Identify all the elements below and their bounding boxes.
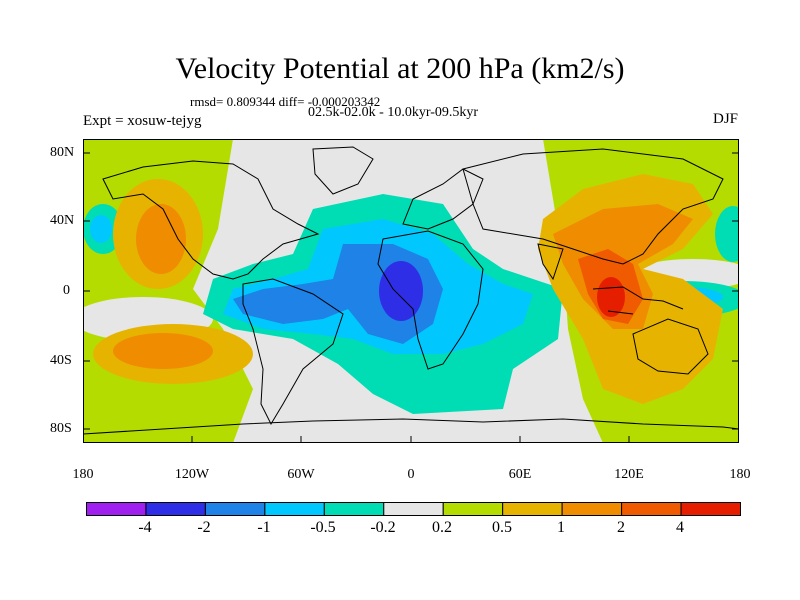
colorbar-label: 0.2 — [432, 519, 452, 536]
lon-label-60w: 60W — [287, 467, 315, 482]
colorbar-label: -2 — [197, 519, 211, 536]
field-neg-2 — [379, 261, 423, 321]
colorbar-box — [383, 502, 444, 516]
colorbar-label: 1 — [557, 519, 565, 536]
lat-label-80s: 80S — [50, 421, 72, 436]
rmsd-diff-stats: rmsd= 0.809344 diff= -0.000203342 — [190, 94, 381, 109]
australia-outline — [632, 318, 709, 375]
velocity-potential-map — [83, 139, 739, 443]
asia-outline — [462, 148, 724, 265]
colorbar-box — [145, 502, 206, 516]
colorbar-box — [323, 502, 385, 516]
colorbar-label: -4 — [138, 519, 152, 536]
lon-label-120w: 120W — [174, 467, 210, 482]
colorbar-box — [680, 502, 741, 516]
colorbar-box — [204, 502, 266, 516]
colorbar-box — [561, 502, 623, 516]
colorbar-label: 2 — [617, 519, 625, 536]
colorbar-label: -0.5 — [310, 519, 336, 536]
lon-label-0: 0 — [407, 467, 415, 482]
europe-outline — [402, 168, 484, 230]
north-america-outline — [102, 160, 320, 280]
colorbar-boxes — [86, 502, 741, 516]
colorbar — [86, 502, 741, 516]
contour-fields — [83, 139, 739, 443]
field-neg-pac-e — [715, 206, 739, 262]
maritime-continent-outline — [592, 286, 684, 315]
greenland-outline — [312, 146, 374, 195]
colorbar-label: -0.2 — [370, 519, 396, 536]
axis-ticks — [83, 152, 739, 443]
colorbar-box — [502, 502, 563, 516]
colorbar-box — [86, 502, 147, 516]
south-america-outline — [242, 278, 344, 426]
colorbar-box — [442, 502, 504, 516]
india-outline — [537, 243, 564, 281]
lon-label-60e: 60E — [508, 467, 532, 482]
lon-label-180e: 180 — [729, 467, 751, 482]
colorbar-box — [621, 502, 682, 516]
africa-outline — [377, 230, 484, 370]
season-label: DJF — [712, 111, 738, 127]
experiment-label: Expt = xosuw-tejyg — [83, 113, 202, 129]
coastlines — [83, 146, 739, 435]
lat-label-eq: 0 — [63, 283, 70, 298]
field-neg-pac-nw-core — [90, 215, 112, 243]
period-label: 02.5k-02.0k - 10.0kyr-09.5kyr — [308, 105, 479, 120]
field-pos-nepac-core — [136, 204, 186, 274]
colorbar-label: 4 — [676, 519, 684, 536]
colorbar-box — [264, 502, 325, 516]
lon-label-120e: 120E — [614, 467, 644, 482]
lat-label-80n: 80N — [50, 145, 75, 160]
field-pos-sepac-core — [113, 333, 213, 369]
colorbar-label: -1 — [257, 519, 271, 536]
colorbar-label: 0.5 — [492, 519, 512, 536]
lat-label-40n: 40N — [50, 213, 75, 228]
chart-title: Velocity Potential at 200 hPa (km2/s) — [175, 52, 625, 85]
antarctica-outline — [83, 418, 739, 435]
lon-label-180w: 180 — [72, 467, 94, 482]
lat-label-40s: 40S — [50, 353, 72, 368]
